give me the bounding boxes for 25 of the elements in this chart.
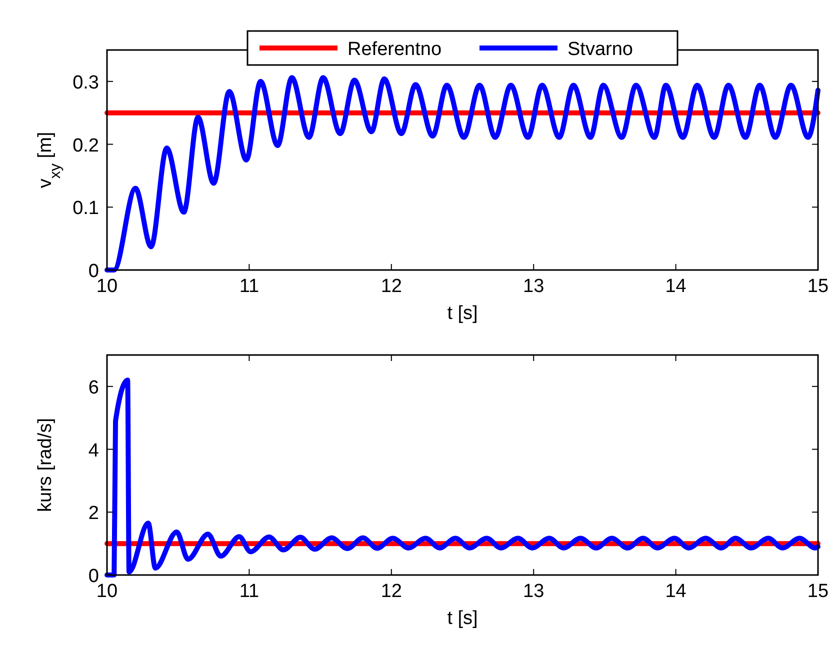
x-tick-label: 15 (807, 276, 829, 297)
x-tick-label: 13 (523, 276, 544, 297)
x-tick-label: 14 (665, 276, 687, 297)
y-tick-label: 2 (88, 503, 99, 524)
x-tick-label: 10 (96, 581, 118, 602)
x-tick-label: 10 (96, 276, 118, 297)
y-tick-label: 0.3 (72, 72, 99, 94)
y-tick-label: 0.2 (72, 135, 99, 156)
x-axis-title: t [s] (447, 608, 478, 629)
legend-label: Referentno (348, 39, 442, 60)
x-tick-label: 12 (380, 581, 402, 602)
y-tick-label: 0 (88, 261, 99, 282)
x-tick-label: 12 (380, 276, 402, 297)
y-axis-title: kurs [rad/s] (35, 418, 56, 512)
y-tick-label: 6 (88, 377, 99, 398)
x-tick-label: 11 (239, 581, 260, 602)
x-tick-label: 13 (523, 581, 544, 602)
y-tick-label: 0 (88, 566, 99, 587)
x-tick-label: 14 (665, 581, 687, 602)
y-tick-label: 0.1 (72, 198, 99, 220)
legend-label: Stvarno (568, 39, 633, 60)
x-tick-label: 15 (807, 581, 829, 602)
x-tick-label: 11 (239, 276, 260, 297)
y-tick-label: 4 (88, 440, 100, 462)
x-axis-title: t [s] (447, 303, 478, 324)
